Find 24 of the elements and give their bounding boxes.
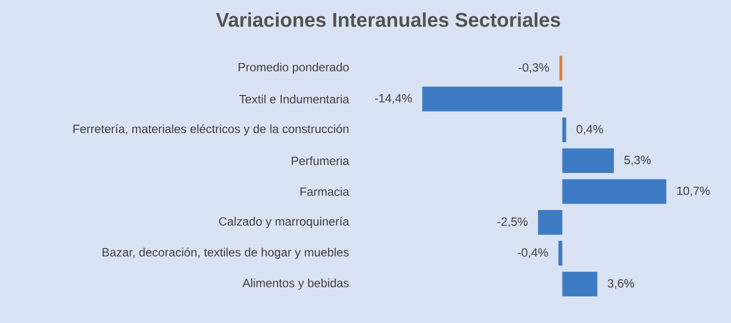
bar: [562, 272, 598, 296]
data-label: -0,4%: [518, 248, 548, 258]
data-label: 5,3%: [624, 156, 651, 166]
data-label: 10,7%: [677, 186, 710, 196]
data-label: 0,4%: [576, 124, 603, 135]
data-label: 3,6%: [608, 278, 634, 289]
y-tick-label: Calzado y marroquinería: [219, 216, 350, 228]
y-tick-label: Alimentos y bebidas: [242, 278, 349, 290]
y-tick-label: Promedio ponderado: [238, 62, 349, 74]
bar: [422, 86, 562, 112]
y-tick-label: Farmacia: [300, 186, 350, 196]
bar: [559, 56, 562, 80]
y-tick-label: Perfumeria: [292, 156, 350, 165]
bar: [562, 179, 666, 204]
data-label: -2,5%: [497, 217, 528, 228]
bar: [538, 210, 562, 235]
bar: [562, 148, 614, 173]
y-tick-label: Ferretería, materiales eléctricos y de la construcción: [73, 124, 348, 136]
chart-title: Variaciones Interanuales Sectoriales: [216, 12, 560, 27]
data-label: -0,3%: [518, 63, 549, 73]
data-label: -14,4%: [374, 94, 412, 104]
y-tick-label: Bazar, decoración, textiles de hogar y muebles: [102, 247, 349, 259]
bar: [558, 240, 562, 266]
y-tick-label: Textil e Indumentaria: [239, 94, 350, 104]
